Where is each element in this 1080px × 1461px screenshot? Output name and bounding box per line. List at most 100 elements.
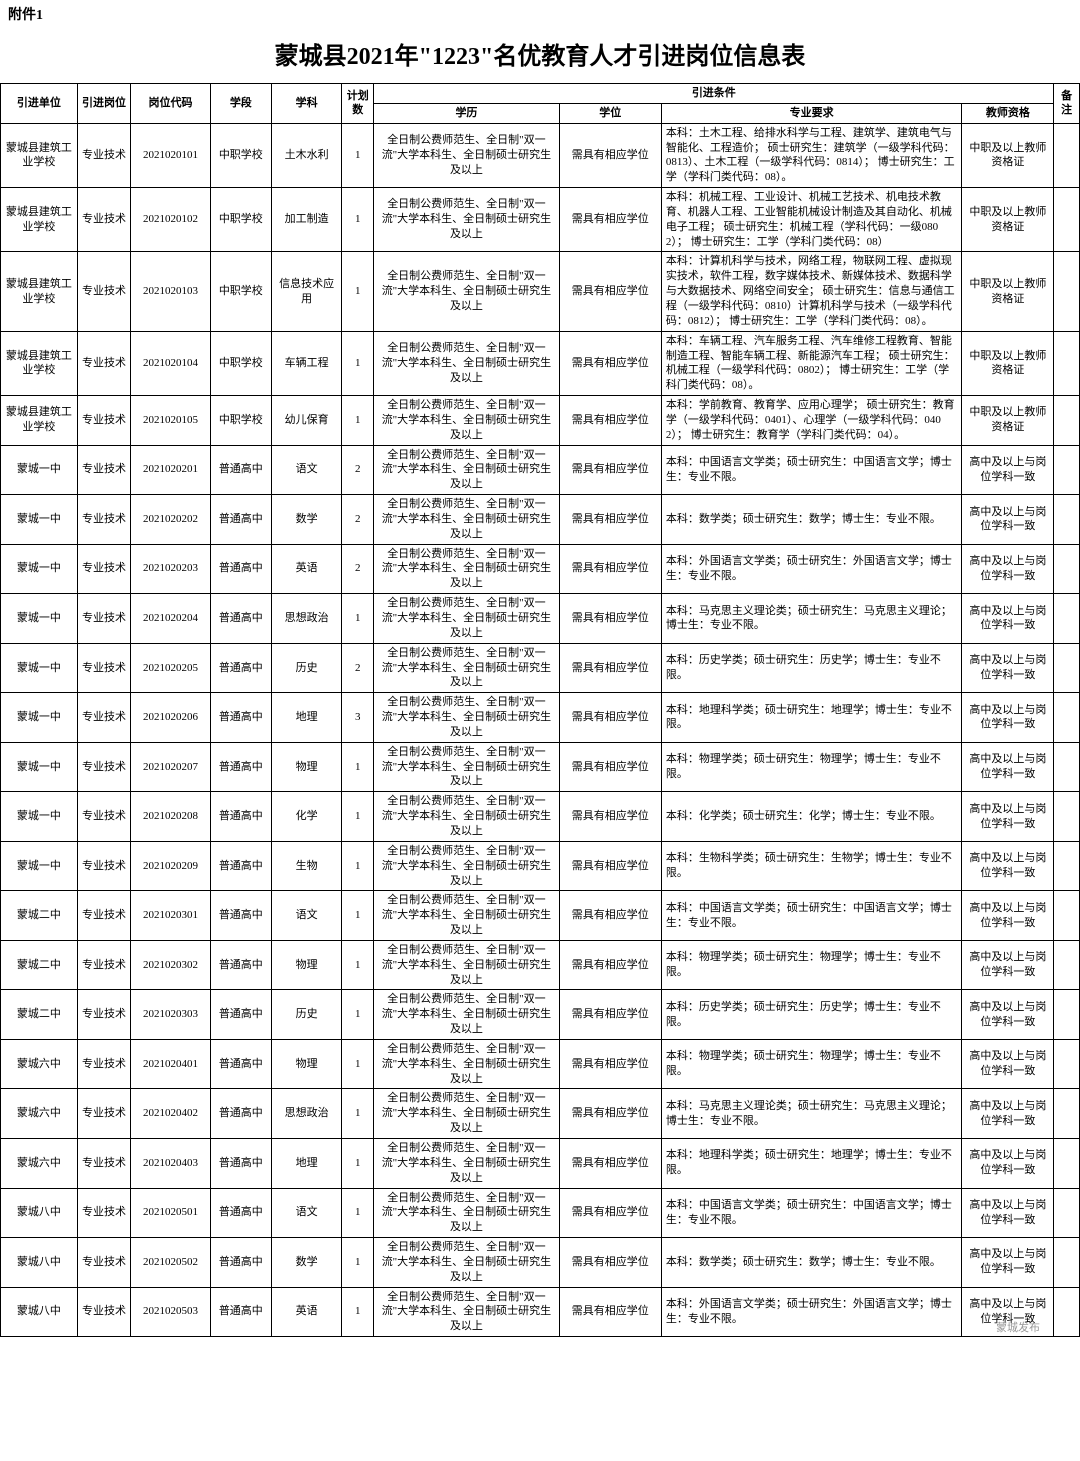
- cell-post: 专业技术: [77, 1188, 131, 1238]
- cell-major: 本科：地理科学类；硕士研究生：地理学；博士生：专业不限。: [661, 693, 961, 743]
- cell-note: [1054, 331, 1080, 395]
- cell-degree: 需具有相应学位: [559, 495, 661, 545]
- cell-note: [1054, 1039, 1080, 1089]
- cell-code: 2021020104: [131, 331, 210, 395]
- cell-unit: 蒙城县建筑工业学校: [1, 331, 78, 395]
- cell-major: 本科：中国语言文学类；硕士研究生：中国语言文学；博士生：专业不限。: [661, 1188, 961, 1238]
- cell-major: 本科：中国语言文学类；硕士研究生：中国语言文学；博士生：专业不限。: [661, 891, 961, 941]
- cell-major: 本科：计算机科学与技术，网络工程，物联网工程、虚拟现实技术，软件工程，数字媒体技…: [661, 252, 961, 331]
- cell-count: 2: [342, 445, 374, 495]
- cell-note: [1054, 693, 1080, 743]
- cell-major: 本科：化学类；硕士研究生：化学；博士生：专业不限。: [661, 792, 961, 842]
- cell-unit: 蒙城二中: [1, 940, 78, 990]
- cell-unit: 蒙城一中: [1, 742, 78, 792]
- th-subject: 学科: [272, 84, 342, 124]
- cell-edu: 全日制公费师范生、全日制"双一流"大学本科生、全日制硕士研究生及以上: [374, 693, 559, 743]
- cell-cert: 高中及以上与岗位学科一致: [962, 1238, 1054, 1288]
- cell-post: 专业技术: [77, 643, 131, 693]
- cell-code: 2021020301: [131, 891, 210, 941]
- cell-code: 2021020209: [131, 841, 210, 891]
- table-row: 蒙城八中专业技术2021020502普通高中数学1全日制公费师范生、全日制"双一…: [1, 1238, 1080, 1288]
- cell-edu: 全日制公费师范生、全日制"双一流"大学本科生、全日制硕士研究生及以上: [374, 544, 559, 594]
- cell-edu: 全日制公费师范生、全日制"双一流"大学本科生、全日制硕士研究生及以上: [374, 1139, 559, 1189]
- cell-note: [1054, 544, 1080, 594]
- cell-subject: 英语: [272, 544, 342, 594]
- cell-note: [1054, 495, 1080, 545]
- table-row: 蒙城一中专业技术2021020203普通高中英语2全日制公费师范生、全日制"双一…: [1, 544, 1080, 594]
- cell-subject: 英语: [272, 1287, 342, 1337]
- cell-cert: 中职及以上教师资格证: [962, 188, 1054, 252]
- table-row: 蒙城县建筑工业学校专业技术2021020101中职学校土木水利1全日制公费师范生…: [1, 123, 1080, 187]
- cell-note: [1054, 891, 1080, 941]
- cell-code: 2021020206: [131, 693, 210, 743]
- cell-major: 本科：数学类；硕士研究生：数学；博士生：专业不限。: [661, 495, 961, 545]
- cell-post: 专业技术: [77, 495, 131, 545]
- cell-stage: 普通高中: [210, 742, 271, 792]
- table-row: 蒙城六中专业技术2021020403普通高中地理1全日制公费师范生、全日制"双一…: [1, 1139, 1080, 1189]
- cell-degree: 需具有相应学位: [559, 188, 661, 252]
- cell-subject: 数学: [272, 1238, 342, 1288]
- cell-degree: 需具有相应学位: [559, 1238, 661, 1288]
- table-row: 蒙城一中专业技术2021020207普通高中物理1全日制公费师范生、全日制"双一…: [1, 742, 1080, 792]
- cell-major: 本科：历史学类；硕士研究生：历史学；博士生：专业不限。: [661, 990, 961, 1040]
- cell-unit: 蒙城二中: [1, 990, 78, 1040]
- table-row: 蒙城六中专业技术2021020401普通高中物理1全日制公费师范生、全日制"双一…: [1, 1039, 1080, 1089]
- th-count: 计划数: [342, 84, 374, 124]
- cell-cert: 中职及以上教师资格证: [962, 331, 1054, 395]
- cell-post: 专业技术: [77, 742, 131, 792]
- cell-edu: 全日制公费师范生、全日制"双一流"大学本科生、全日制硕士研究生及以上: [374, 1089, 559, 1139]
- cell-count: 2: [342, 495, 374, 545]
- cell-post: 专业技术: [77, 1039, 131, 1089]
- cell-stage: 普通高中: [210, 891, 271, 941]
- cell-post: 专业技术: [77, 1287, 131, 1337]
- cell-degree: 需具有相应学位: [559, 891, 661, 941]
- cell-major: 本科：机械工程、工业设计、机械工艺技术、机电技术教育、机器人工程、工业智能机械设…: [661, 188, 961, 252]
- cell-edu: 全日制公费师范生、全日制"双一流"大学本科生、全日制硕士研究生及以上: [374, 643, 559, 693]
- th-note: 备注: [1054, 84, 1080, 124]
- cell-stage: 普通高中: [210, 693, 271, 743]
- cell-edu: 全日制公费师范生、全日制"双一流"大学本科生、全日制硕士研究生及以上: [374, 1238, 559, 1288]
- cell-post: 专业技术: [77, 594, 131, 644]
- cell-degree: 需具有相应学位: [559, 1287, 661, 1337]
- cell-note: [1054, 643, 1080, 693]
- cell-edu: 全日制公费师范生、全日制"双一流"大学本科生、全日制硕士研究生及以上: [374, 188, 559, 252]
- cell-cert: 高中及以上与岗位学科一致: [962, 1188, 1054, 1238]
- cell-stage: 中职学校: [210, 331, 271, 395]
- table-row: 蒙城一中专业技术2021020209普通高中生物1全日制公费师范生、全日制"双一…: [1, 841, 1080, 891]
- cell-count: 1: [342, 792, 374, 842]
- cell-major: 本科：物理学类；硕士研究生：物理学；博士生：专业不限。: [661, 1039, 961, 1089]
- cell-stage: 普通高中: [210, 495, 271, 545]
- cell-post: 专业技术: [77, 188, 131, 252]
- cell-subject: 思想政治: [272, 594, 342, 644]
- cell-degree: 需具有相应学位: [559, 940, 661, 990]
- cell-unit: 蒙城一中: [1, 841, 78, 891]
- table-row: 蒙城县建筑工业学校专业技术2021020103中职学校信息技术应用1全日制公费师…: [1, 252, 1080, 331]
- cell-code: 2021020204: [131, 594, 210, 644]
- cell-stage: 普通高中: [210, 544, 271, 594]
- cell-code: 2021020402: [131, 1089, 210, 1139]
- page-title: 蒙城县2021年"1223"名优教育人才引进岗位信息表: [0, 28, 1080, 83]
- table-row: 蒙城一中专业技术2021020208普通高中化学1全日制公费师范生、全日制"双一…: [1, 792, 1080, 842]
- cell-code: 2021020502: [131, 1238, 210, 1288]
- cell-post: 专业技术: [77, 331, 131, 395]
- cell-count: 1: [342, 1188, 374, 1238]
- cell-cert: 高中及以上与岗位学科一致: [962, 594, 1054, 644]
- cell-post: 专业技术: [77, 544, 131, 594]
- cell-note: [1054, 742, 1080, 792]
- cell-code: 2021020207: [131, 742, 210, 792]
- cell-subject: 物理: [272, 742, 342, 792]
- cell-code: 2021020208: [131, 792, 210, 842]
- cell-edu: 全日制公费师范生、全日制"双一流"大学本科生、全日制硕士研究生及以上: [374, 123, 559, 187]
- cell-stage: 普通高中: [210, 594, 271, 644]
- cell-unit: 蒙城八中: [1, 1287, 78, 1337]
- cell-major: 本科：车辆工程、汽车服务工程、汽车维修工程教育、智能制造工程、智能车辆工程、新能…: [661, 331, 961, 395]
- cell-post: 专业技术: [77, 891, 131, 941]
- cell-subject: 物理: [272, 940, 342, 990]
- cell-edu: 全日制公费师范生、全日制"双一流"大学本科生、全日制硕士研究生及以上: [374, 1039, 559, 1089]
- cell-cert: 高中及以上与岗位学科一致: [962, 841, 1054, 891]
- cell-major: 本科：物理学类；硕士研究生：物理学；博士生：专业不限。: [661, 742, 961, 792]
- cell-major: 本科：地理科学类；硕士研究生：地理学；博士生：专业不限。: [661, 1139, 961, 1189]
- cell-note: [1054, 1238, 1080, 1288]
- cell-count: 1: [342, 1238, 374, 1288]
- table-row: 蒙城一中专业技术2021020201普通高中语文2全日制公费师范生、全日制"双一…: [1, 445, 1080, 495]
